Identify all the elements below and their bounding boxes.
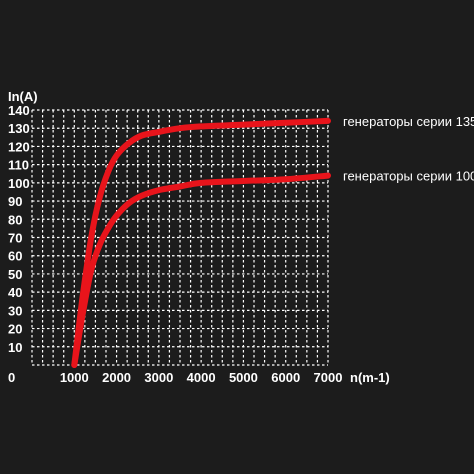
series-label-2: генераторы серии 100A [343, 169, 474, 184]
x-axis-title: n(m-1) [350, 370, 390, 385]
y-tick-label: 10 [8, 340, 22, 355]
y-tick-label: 40 [8, 285, 22, 300]
y-tick-label: 130 [8, 121, 30, 136]
y-tick-label: 90 [8, 194, 22, 209]
x-tick-label: 7000 [314, 370, 343, 385]
y-tick-label: 60 [8, 249, 22, 264]
series-lines [71, 117, 331, 368]
series-line-1 [71, 117, 331, 368]
x-tick-label: 6000 [271, 370, 300, 385]
y-tick-label: 30 [8, 303, 22, 318]
y-tick-label: 140 [8, 103, 30, 118]
x-tick-label: 3000 [144, 370, 173, 385]
y-tick-label: 100 [8, 176, 30, 191]
x-axis-ticks: 1000 2000 3000 4000 5000 6000 7000 [60, 370, 343, 385]
x-tick-label: 1000 [60, 370, 89, 385]
series-label-1: генераторы серии 135A [343, 114, 474, 129]
y-tick-label: 110 [8, 158, 29, 173]
x-tick-label: 2000 [102, 370, 131, 385]
y-tick-label: 120 [8, 139, 30, 154]
grid [31, 109, 329, 366]
y-axis-title: In(A) [8, 89, 38, 104]
x-tick-label: 4000 [187, 370, 216, 385]
y-tick-label: 20 [8, 322, 22, 337]
y-tick-label: 70 [8, 231, 22, 246]
origin-label: 0 [8, 370, 15, 385]
y-tick-label: 50 [8, 267, 22, 282]
x-tick-label: 5000 [229, 370, 258, 385]
series-labels: генераторы серии 135A генераторы серии 10… [343, 114, 474, 184]
y-tick-label: 80 [8, 212, 22, 227]
y-axis-ticks: 10 20 30 40 50 60 70 80 90 100 110 120 130 140 [8, 103, 30, 355]
series-line-2 [71, 172, 331, 368]
